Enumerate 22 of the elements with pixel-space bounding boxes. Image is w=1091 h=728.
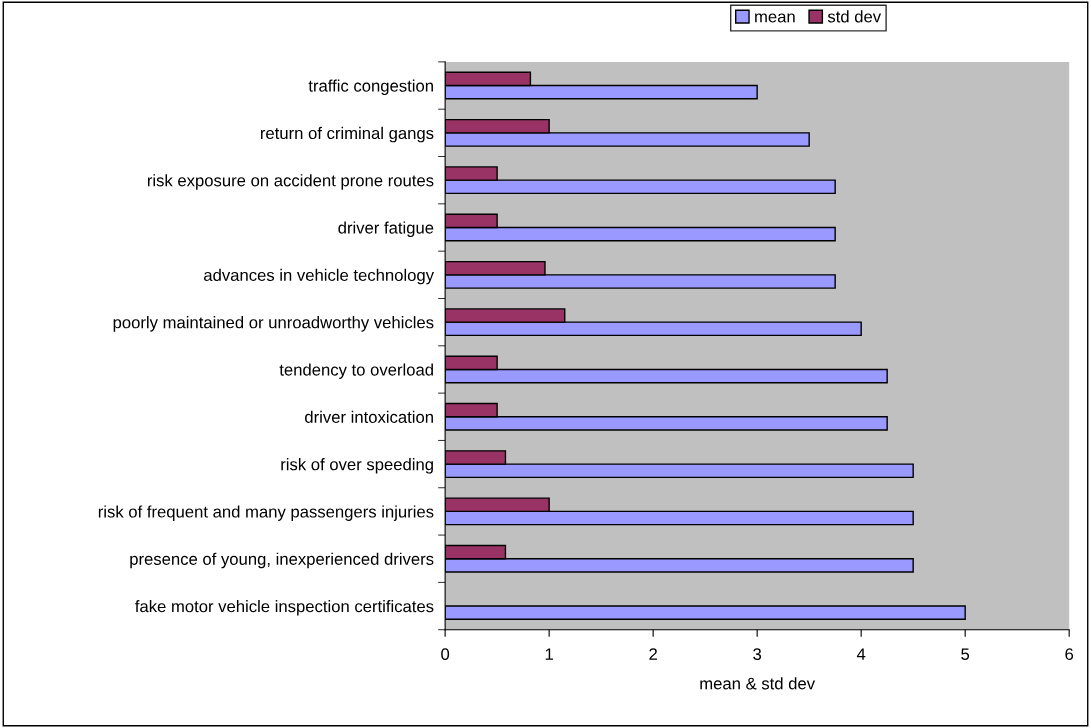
y-tick-label: risk of over speeding [281, 458, 433, 474]
y-tick-label: advances in vehicle technology [204, 268, 434, 285]
legend-label: std dev [827, 10, 882, 23]
y-tick-label: return of criminal gangs [260, 126, 434, 143]
y-tick-label: driver fatigue [338, 221, 434, 237]
x-axis-title: mean & std dev [700, 677, 815, 690]
y-tick-label: risk of frequent and many passengers injuries [98, 505, 434, 521]
y-tick-label: risk exposure on accident prone routes [147, 174, 434, 190]
x-tick-label: 2 [649, 648, 657, 660]
x-tick-label: 3 [753, 648, 762, 661]
y-tick-label: traffic congestion [308, 79, 433, 96]
y-tick-label: tendency to overload [279, 363, 433, 379]
x-tick-label: 5 [961, 648, 970, 661]
y-tick-label: fake motor vehicle inspection certificates [135, 600, 434, 616]
x-tick-label: 1 [545, 648, 553, 660]
y-tick-label: poorly maintained or unroadworthy vehicles [113, 316, 434, 332]
x-tick-label: 4 [856, 648, 866, 660]
x-tick-label: 6 [1065, 648, 1074, 661]
y-tick-label: presence of young, inexperienced drivers [130, 552, 434, 569]
legend-label: mean [755, 13, 795, 23]
y-tick-label: driver intoxication [305, 410, 433, 423]
x-tick-label: 0 [441, 648, 450, 661]
